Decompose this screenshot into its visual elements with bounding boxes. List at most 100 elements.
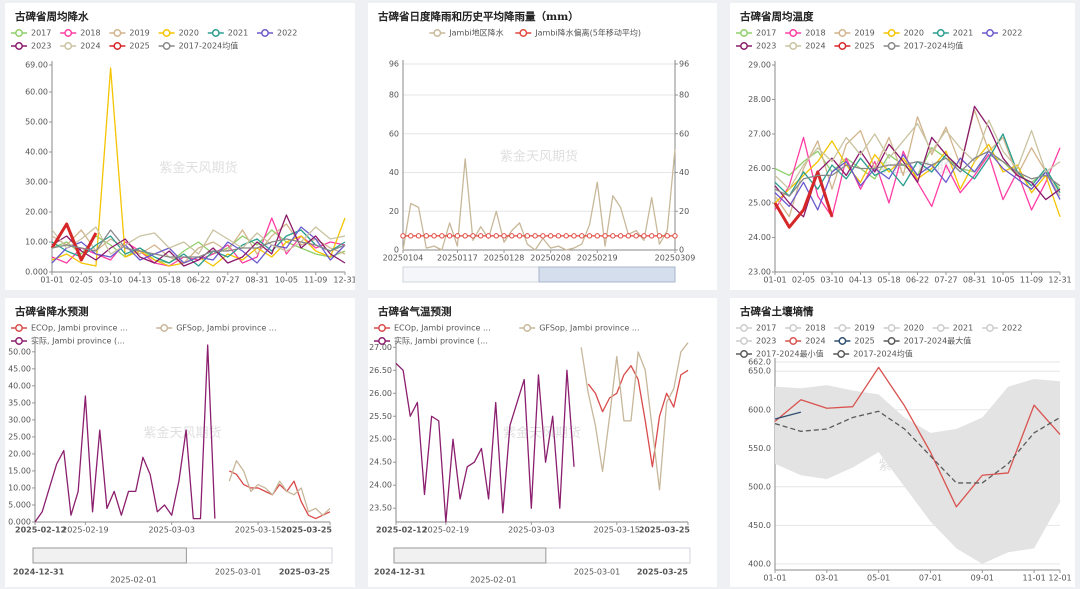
- y-tick-label: 24.50: [369, 458, 392, 467]
- legend-item: 2017-2024最小值: [736, 349, 824, 359]
- watermark: 紫金天风期货: [503, 425, 581, 441]
- y-tick-label: 450.0: [748, 521, 771, 530]
- legend-item: GFSop, Jambi province ...: [156, 324, 277, 333]
- y-tick-label: 50.00: [8, 347, 31, 356]
- watermark: 紫金天风期货: [143, 425, 221, 441]
- panel: 古碑省周均温度 紫金天风期货 2017 2018 2019 2020 2021 2022 202…: [730, 3, 1075, 290]
- legend-item: 2018: [60, 29, 101, 38]
- series-line: [774, 410, 1061, 484]
- y2-tick-label: 60: [679, 129, 689, 138]
- point: [625, 233, 632, 239]
- series-line: [774, 150, 1061, 197]
- y-tick-label: 550.0: [748, 444, 771, 453]
- legend-dot: [740, 29, 748, 37]
- legend-dot: [378, 324, 386, 332]
- legend-dot: [838, 324, 847, 332]
- legend-label: 2024: [805, 337, 825, 346]
- x-tick-label: 09-01: [971, 574, 994, 583]
- slider-label: 2025-03-25: [637, 568, 689, 577]
- x-tick-label: 2025-03-15: [235, 526, 282, 535]
- legend-dot: [523, 324, 532, 332]
- x-tick-label: 05-18: [877, 276, 900, 285]
- y-tick-label: 5.000: [8, 500, 31, 509]
- legend-label: 2020: [904, 324, 924, 333]
- legend-label: 2021: [228, 29, 248, 38]
- y-tick-label: 29.00: [748, 61, 771, 70]
- legend-dot: [519, 29, 528, 37]
- slider-window: [32, 547, 187, 564]
- x-tick-label: 06-22: [906, 276, 929, 285]
- legend-label: 2024: [80, 42, 100, 51]
- series-line: [395, 362, 575, 523]
- point: [641, 233, 647, 239]
- y-tick-label: 26.50: [369, 366, 392, 375]
- y-tick-label: 24.00: [748, 233, 771, 242]
- y-tick-label: 60.00: [25, 88, 48, 97]
- y-tick-label: 0: [394, 246, 399, 255]
- point: [462, 233, 468, 239]
- y-tick-label: 662.0: [748, 358, 771, 367]
- x-tick-label: 2025-03-03: [508, 526, 555, 535]
- x-tick-label: 11-01: [1022, 574, 1045, 583]
- point: [648, 233, 655, 239]
- series-line: [580, 342, 689, 491]
- legend-label: 2017-2024均值: [179, 41, 239, 51]
- y2-tick-label: 80: [679, 91, 689, 100]
- series-line: [774, 411, 802, 420]
- point: [610, 233, 616, 239]
- chart-title: 古碑省周均降水: [15, 10, 89, 23]
- x-tick-label: 08-31: [963, 276, 986, 285]
- panel: 古碑省土壤墒情紫金天风期货201720182019202020212022202…: [730, 298, 1075, 587]
- legend-label: 2017-2024最小值: [756, 349, 824, 359]
- y-tick-label: 0.000: [25, 268, 48, 277]
- legend-dot: [261, 29, 269, 37]
- legend-label: 2018: [805, 324, 825, 333]
- point: [617, 233, 624, 239]
- slider-label: 2025-02-01: [470, 576, 517, 585]
- legend-label: 2018: [805, 29, 825, 38]
- point: [446, 233, 453, 239]
- legend-item: 2023: [736, 337, 776, 346]
- panel: 古碑省周均降水 紫金天风期货 2017 2018 2019 2020 2021 2022 202…: [5, 3, 355, 290]
- point: [470, 233, 476, 239]
- series-line: [587, 365, 689, 468]
- x-tick-label: 01-01: [40, 276, 63, 285]
- chart-title: 古碑省气温预测: [378, 305, 452, 318]
- point: [485, 233, 492, 239]
- series-line: [774, 136, 1061, 218]
- y2-tick-label: 40: [679, 168, 689, 177]
- series-line: [774, 366, 1061, 508]
- chart: 古碑省土壤墒情紫金天风期货201720182019202020212022202…: [736, 305, 1072, 583]
- legend-item: 2018: [785, 324, 826, 333]
- legend-item: 2017: [736, 324, 776, 333]
- x-tick-label: 20250309: [655, 254, 696, 263]
- legend-dot: [113, 42, 122, 50]
- y-tick-label: 45.00: [8, 364, 31, 373]
- legend-label: 2021: [953, 29, 973, 38]
- chart-title: 古碑省土壤墒情: [740, 305, 814, 318]
- legend-dot: [64, 42, 73, 50]
- legend-label: 2025: [854, 42, 874, 51]
- legend-item: 2023: [11, 42, 51, 51]
- legend-dot: [838, 337, 847, 345]
- point: [524, 233, 531, 239]
- legend-item: 2025: [834, 42, 875, 51]
- legend-label: 2017-2024均值: [904, 41, 964, 51]
- x-tick-label: 2025-03-15: [594, 526, 641, 535]
- x-tick-label: 04-13: [849, 276, 872, 285]
- point: [478, 233, 484, 239]
- legend-label: 实际, Jambi province (...: [31, 336, 125, 346]
- legend-dot: [15, 324, 23, 332]
- legend-label: GFSop, Jambi province ...: [176, 324, 276, 333]
- legend-dot: [887, 29, 896, 37]
- y-tick-label: 28.00: [748, 95, 771, 104]
- y-tick-label: 96: [389, 60, 399, 69]
- legend-dot: [986, 29, 994, 37]
- legend-item: 2025: [109, 42, 150, 51]
- legend-item: 2024: [785, 337, 826, 346]
- legend-item: 2021: [932, 324, 973, 333]
- point: [532, 233, 538, 239]
- point: [555, 233, 562, 239]
- slider-label: 2025-03-01: [574, 568, 621, 577]
